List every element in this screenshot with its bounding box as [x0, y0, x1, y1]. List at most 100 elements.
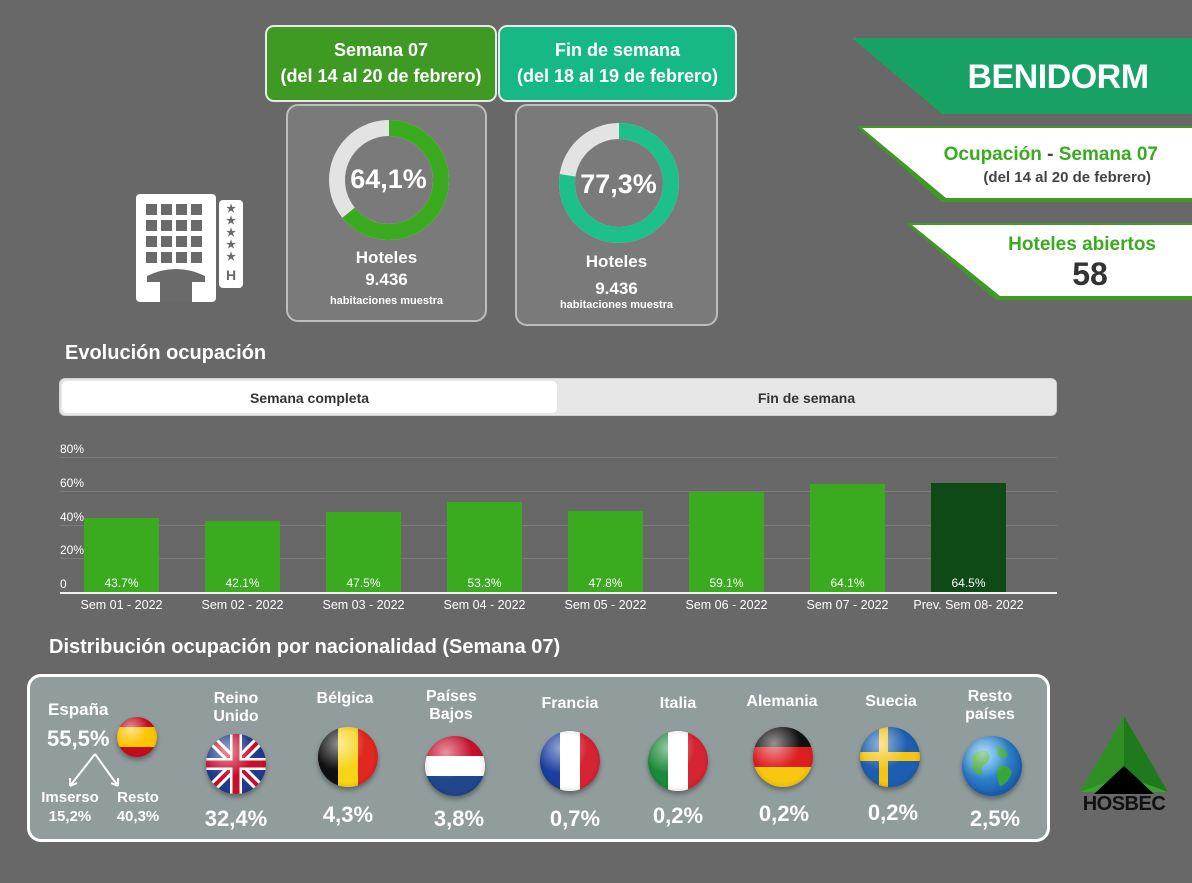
country-name: Países Bajos	[426, 688, 477, 723]
bar-5	[568, 511, 643, 592]
x-tick-label: Sem 01 - 2022	[80, 598, 163, 612]
bar-7	[810, 483, 885, 592]
weekend-header-title: Fin de semana	[554, 40, 681, 60]
week-header-box: Semana 07 (del 14 al 20 de febrero)	[265, 25, 497, 102]
y-tick-40: 40%	[60, 510, 85, 524]
bar-value-label: 64.5%	[951, 576, 986, 590]
bar-value-label: 47.8%	[588, 576, 623, 590]
bar-8	[931, 483, 1006, 592]
netherlands-flag-icon	[425, 736, 485, 796]
country-name: Francia	[541, 695, 599, 712]
x-tick-label: Sem 06 - 2022	[685, 598, 768, 612]
country-name: Italia	[659, 695, 697, 712]
x-tick-label: Sem 05 - 2022	[564, 598, 647, 612]
gridline-60	[60, 491, 1057, 492]
sweden-flag-icon	[860, 727, 920, 787]
bar-1	[84, 518, 159, 592]
occupancy-banner-dates: (del 14 al 20 de febrero)	[983, 169, 1151, 186]
imserso-name: Imserso	[41, 789, 99, 806]
x-axis-line	[60, 592, 1057, 594]
spain-flag-icon	[117, 717, 157, 757]
svg-text:H: H	[226, 267, 236, 283]
country-name: Resto países	[965, 688, 1015, 723]
weekend-occupancy-donut	[559, 123, 679, 243]
country-sweden: Suecia	[841, 693, 941, 711]
nationality-title: Distribución ocupación por nacionalidad …	[49, 636, 561, 658]
city-name: BENIDORM	[967, 58, 1149, 96]
bar-value-label: 47.5%	[346, 576, 381, 590]
weekend-card-title: Hoteles	[585, 252, 648, 271]
week-card-rooms-label: habitaciones muestra	[329, 295, 444, 307]
italy-flag-icon	[648, 731, 708, 791]
week-occupancy-arc	[329, 120, 449, 240]
country-uk: Reino Unido	[186, 690, 286, 726]
imserso-pct: 15,2%	[48, 808, 92, 825]
spain-pct: 55,5%	[47, 726, 110, 751]
svg-text:★: ★	[226, 251, 236, 263]
spain-name: España	[48, 700, 109, 719]
x-tick-label: Sem 04 - 2022	[443, 598, 526, 612]
weekend-card-rooms: 9.436	[595, 279, 638, 298]
hosbec-logo-text: HOSBEC	[1082, 793, 1166, 815]
svg-text:★: ★	[226, 215, 236, 227]
hotels-open-banner	[906, 223, 1192, 300]
svg-text:★: ★	[226, 203, 236, 215]
evolution-tabs: Semana completa Fin de semana	[59, 378, 1057, 416]
svg-text:★: ★	[226, 239, 236, 251]
x-tick-label: Sem 03 - 2022	[322, 598, 405, 612]
week-header-dates: (del 14 al 20 de febrero)	[280, 66, 482, 86]
country-name: Reino Unido	[213, 690, 259, 725]
week-occupancy-card: 64,1% Hoteles 9.436 habitaciones muestra	[286, 104, 487, 322]
country-rest: Resto países	[940, 688, 1040, 724]
country-netherlands: Países Bajos	[401, 688, 501, 724]
hotels-open-value: 58	[1072, 256, 1108, 292]
x-tick-label: Prev. Sem 08- 2022	[913, 598, 1024, 612]
occupancy-dash: -	[1047, 144, 1054, 165]
country-uk-pct: 32,4%	[204, 806, 268, 831]
y-tick-0: 0	[60, 577, 67, 591]
spain-split-arrows-icon	[69, 753, 119, 787]
bar-4	[447, 502, 522, 592]
country-belgium: Bélgica	[295, 690, 395, 708]
hotels-open-label: Hoteles abiertos	[1008, 234, 1156, 255]
belgium-flag-icon	[318, 727, 378, 787]
france-flag-icon	[540, 731, 600, 791]
country-france: Francia	[520, 695, 620, 713]
bar-value-label: 59.1%	[709, 576, 744, 590]
week-occupancy-donut	[329, 120, 449, 240]
resto-name: Resto	[117, 789, 159, 806]
bar-3	[326, 511, 401, 592]
weekend-occupancy-percent: 77,3%	[580, 169, 657, 199]
gridline-20	[60, 558, 1057, 559]
weekend-occupancy-arc	[559, 123, 679, 243]
country-italy: Italia	[628, 695, 728, 713]
hosbec-logo	[1080, 716, 1168, 794]
weekend-header-dates: (del 18 al 19 de febrero)	[516, 66, 719, 86]
bar-value-label: 43.7%	[104, 576, 139, 590]
occupancy-banner	[856, 126, 1192, 202]
y-tick-20: 20%	[60, 543, 85, 557]
resto-pct: 40,3%	[116, 808, 160, 825]
country-germany-pct: 0,2%	[758, 801, 810, 826]
week-header-title: Semana 07	[333, 40, 429, 60]
y-tick-60: 60%	[60, 476, 85, 490]
x-tick-label: Sem 07 - 2022	[806, 598, 889, 612]
globe-icon	[962, 736, 1022, 796]
country-name: Alemania	[746, 693, 818, 710]
country-italy-pct: 0,2%	[652, 803, 704, 828]
weekend-occupancy-card: 77,3% Hoteles 9.436 habitaciones muestra	[515, 104, 718, 326]
bar-value-label: 53.3%	[467, 576, 502, 590]
tab-semana-completa[interactable]: Semana completa	[62, 381, 557, 413]
occupancy-banner-title: Ocupación - Semana 07	[930, 144, 1158, 166]
occupancy-word: Ocupación	[943, 144, 1042, 165]
week-card-rooms: 9.436	[365, 270, 408, 289]
bar-value-label: 42.1%	[225, 576, 260, 590]
weekend-card-rooms-label: habitaciones muestra	[559, 299, 674, 311]
uk-flag-icon	[206, 734, 266, 794]
country-france-pct: 0,7%	[549, 806, 601, 831]
x-tick-label: Sem 02 - 2022	[201, 598, 284, 612]
gridline-40	[60, 525, 1057, 526]
tab-fin-de-semana[interactable]: Fin de semana	[757, 390, 856, 406]
imserso-block: Imserso 15,2%	[38, 789, 102, 825]
bar-2	[205, 520, 280, 592]
